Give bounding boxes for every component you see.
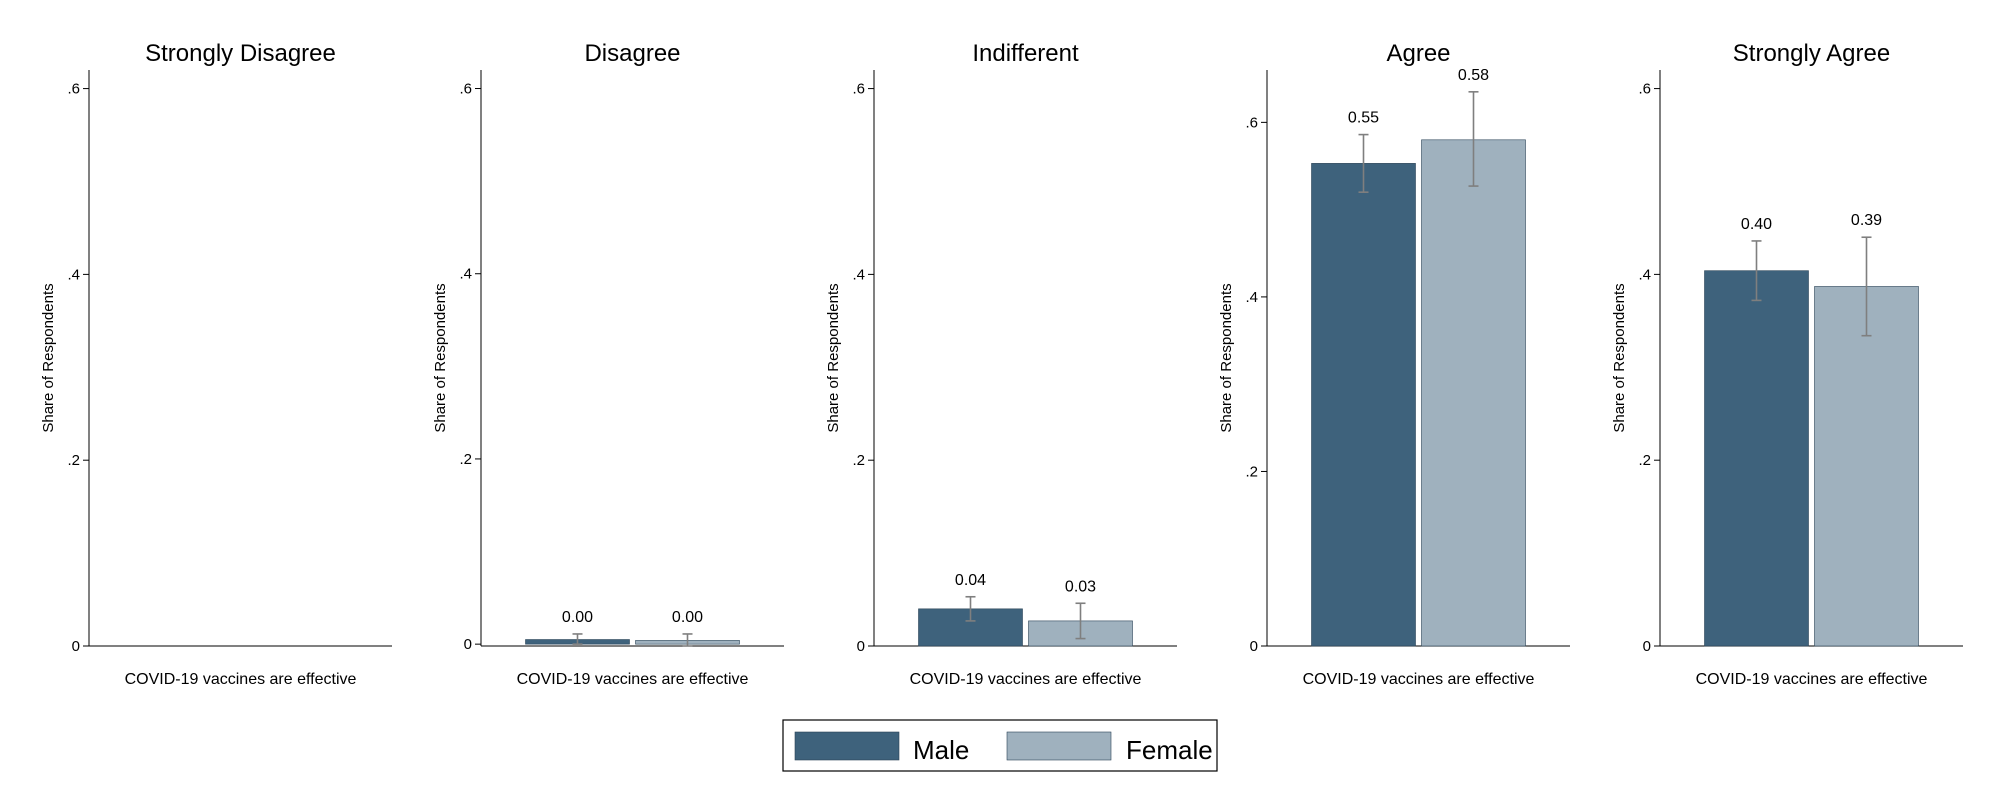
panels: Strongly Disagree 0 .2 .4 .6 Share of Respond… [40,40,1963,688]
y-tick-label: 0 [464,636,472,653]
panel-title: Indifferent [972,40,1079,67]
y-tick-label: .6 [852,81,865,98]
y-axis-label: Share of Respondents [432,283,449,432]
y-tick-label: .6 [1245,114,1258,131]
panel-title: Agree [1386,40,1450,67]
y-tick-label: 0 [857,638,865,655]
y-tick-label: .4 [1638,266,1651,283]
legend-label-female: Female [1126,735,1213,765]
y-tick-label: .4 [67,266,80,283]
bar-male [1311,163,1416,647]
x-category-label: COVID-19 vaccines are effective [910,671,1142,688]
panel-title: Strongly Agree [1733,40,1890,67]
y-tick-label: .2 [852,452,865,469]
data-label: 0.04 [955,572,986,589]
y-tick-label: .6 [1638,81,1651,98]
y-tick-label: .4 [852,266,865,283]
y-tick-label: .6 [459,81,472,98]
y-tick-label: 0 [1643,638,1651,655]
legend-swatch-male [794,731,900,761]
bar-female [1421,139,1526,647]
data-label: 0.40 [1741,216,1772,233]
y-axis-label: Share of Respondents [40,283,57,432]
panel-5: Strongly Agree 0 .2 .4 .6 Share of Respondent… [1611,40,1963,688]
legend: Male Female [782,719,1218,772]
y-axis-label: Share of Respondents [1218,283,1235,432]
y-tick-label: .2 [1638,452,1651,469]
data-label: 0.58 [1458,67,1489,84]
y-tick-label: 0 [1250,638,1258,655]
y-tick-label: .4 [1245,289,1258,306]
y-tick-label: .4 [459,266,472,283]
data-label: 0.00 [562,609,593,626]
y-axis-label: Share of Respondents [825,283,842,432]
y-tick-label: .2 [67,452,80,469]
data-label: 0.55 [1348,110,1379,127]
data-label: 0.03 [1065,578,1096,595]
x-category-label: COVID-19 vaccines are effective [517,671,749,688]
panel-title: Strongly Disagree [145,40,336,67]
panel-title: Disagree [584,40,680,67]
panel-1: Strongly Disagree 0 .2 .4 .6 Share of Respond… [40,40,392,688]
y-tick-label: .2 [459,451,472,468]
panel-3: Indifferent 0 .2 .4 .6 Share of Respondents CO… [825,40,1177,688]
y-tick-label: 0 [72,638,80,655]
legend-swatch-female [1006,731,1112,761]
x-category-label: COVID-19 vaccines are effective [1696,671,1928,688]
data-label: 0.00 [672,609,703,626]
panel-2: Disagree 0 .2 .4 .6 Share of Respondents COVID… [432,40,784,688]
x-category-label: COVID-19 vaccines are effective [1303,671,1535,688]
y-tick-label: .6 [67,81,80,98]
legend-label-male: Male [913,735,969,765]
bar-female [1814,286,1919,647]
y-tick-label: .2 [1245,463,1258,480]
y-axis-label: Share of Respondents [1611,283,1628,432]
panel-4: Agree 0 .2 .4 .6 Share of Respondents COVID-19… [1218,40,1570,688]
x-category-label: COVID-19 vaccines are effective [125,671,357,688]
bar-male [1704,270,1809,647]
data-label: 0.39 [1851,212,1882,229]
